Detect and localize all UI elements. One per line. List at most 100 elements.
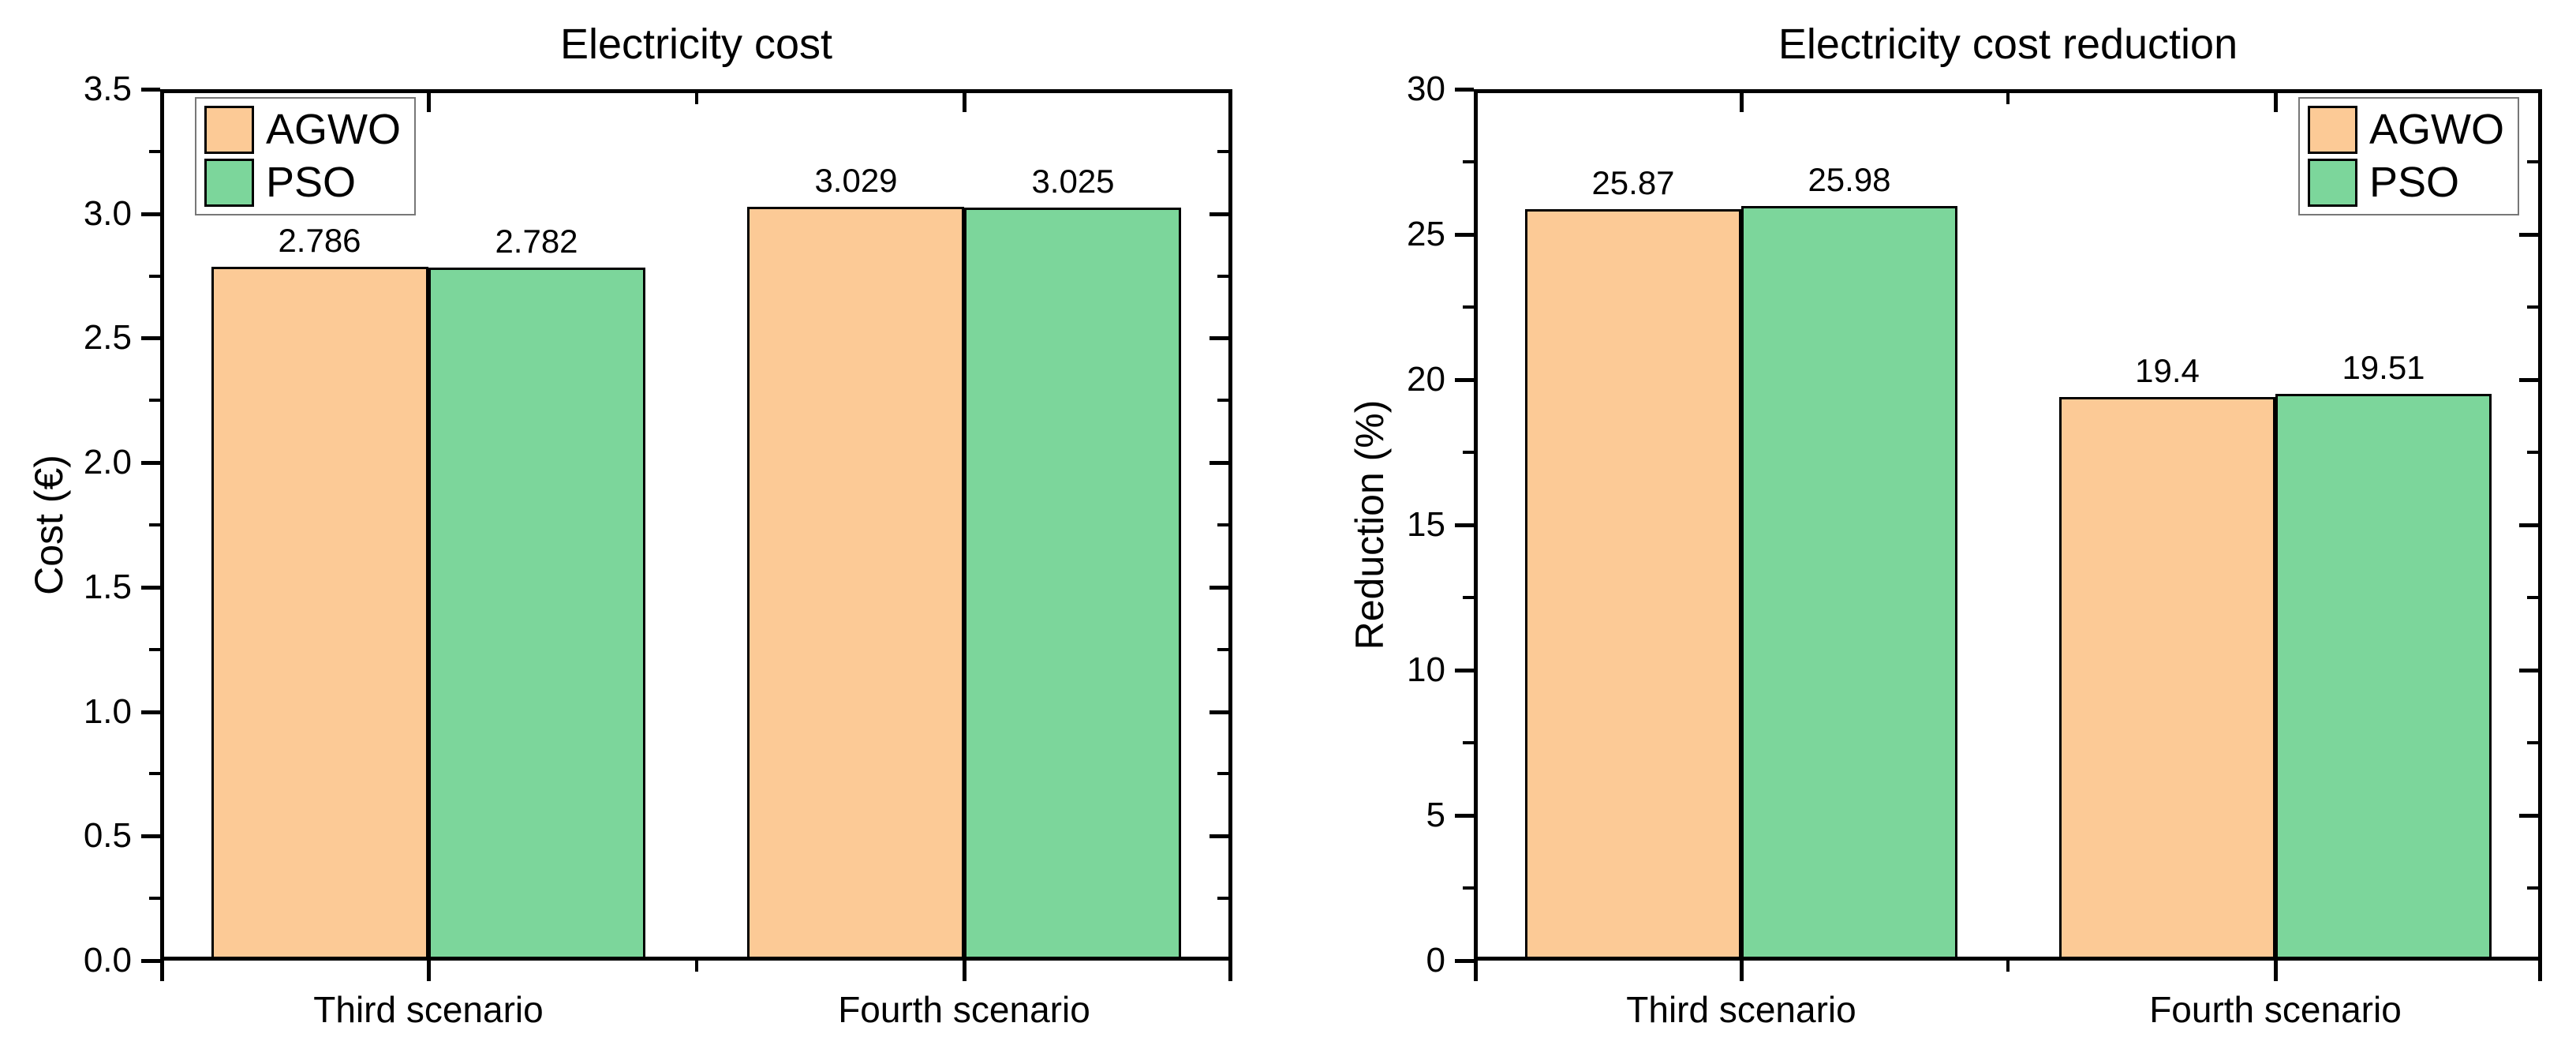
y-tick-minor-right xyxy=(1217,399,1228,402)
y-tick-major xyxy=(141,336,160,340)
y-tick-major-right xyxy=(2519,378,2538,382)
y-tick-minor-right xyxy=(2527,741,2538,744)
y-tick-minor-right xyxy=(1217,648,1228,651)
y-tick-label: 1.0 xyxy=(83,692,132,731)
legend: AGWO PSO xyxy=(195,97,416,215)
bar-value-label-agwo-fourth-scenario: 19.4 xyxy=(2135,352,2200,389)
y-tick-minor xyxy=(1463,886,1474,890)
y-tick-major-right xyxy=(1209,461,1228,465)
y-tick-minor-right xyxy=(1217,275,1228,278)
legend-label-agwo: AGWO xyxy=(266,106,401,153)
y-tick-minor xyxy=(149,150,160,153)
y-tick-minor-right xyxy=(2527,451,2538,454)
y-tick-label: 30 xyxy=(1407,69,1445,108)
bar-agwo-fourth-scenario xyxy=(2059,397,2275,961)
x-tick-major-top xyxy=(2274,93,2278,112)
y-tick-minor-right xyxy=(2527,305,2538,309)
legend-label-agwo: AGWO xyxy=(2369,106,2504,153)
y-tick-label: 25 xyxy=(1407,215,1445,253)
y-tick-label: 15 xyxy=(1407,505,1445,544)
y-tick-minor xyxy=(149,897,160,900)
y-tick-major xyxy=(141,461,160,465)
y-tick-major xyxy=(1455,233,1474,237)
x-category-label: Fourth scenario xyxy=(2149,989,2402,1030)
bar-value-label-pso-fourth-scenario: 19.51 xyxy=(2342,349,2425,386)
y-tick-minor xyxy=(1463,305,1474,309)
bar-agwo-third-scenario xyxy=(1525,209,1741,961)
y-tick-major-right xyxy=(1209,834,1228,838)
y-tick-major-right xyxy=(1209,586,1228,590)
y-tick-minor xyxy=(149,275,160,278)
chart-title: Electricity cost xyxy=(559,21,833,68)
y-tick-major xyxy=(1455,814,1474,818)
legend-swatch-pso-icon xyxy=(204,159,254,207)
y-tick-major-right xyxy=(2519,814,2538,818)
y-tick-major xyxy=(141,586,160,590)
y-tick-major-right xyxy=(1209,212,1228,216)
y-tick-major-right xyxy=(1209,710,1228,714)
y-tick-minor-right xyxy=(1217,772,1228,775)
x-tick-major-top xyxy=(1740,93,1744,112)
y-tick-label: 2.0 xyxy=(83,443,132,481)
y-tick-minor-right xyxy=(2527,596,2538,599)
y-tick-major xyxy=(1455,88,1474,92)
legend: AGWO PSO xyxy=(2298,97,2519,215)
x-tick-minor-top xyxy=(2006,93,2010,104)
bar-pso-fourth-scenario xyxy=(964,208,1181,961)
y-tick-major-right xyxy=(2519,233,2538,237)
x-tick-edge xyxy=(1474,961,1478,981)
legend-swatch-pso-icon xyxy=(2308,159,2357,207)
y-tick-major-right xyxy=(2519,523,2538,527)
y-tick-minor-right xyxy=(1217,897,1228,900)
y-tick-minor xyxy=(1463,451,1474,454)
y-tick-minor xyxy=(149,772,160,775)
bar-value-label-agwo-fourth-scenario: 3.029 xyxy=(814,162,898,199)
legend-label-pso: PSO xyxy=(2369,159,2460,206)
plot-area xyxy=(1474,89,2542,961)
y-tick-minor xyxy=(1463,741,1474,744)
chart-title: Electricity cost reduction xyxy=(1778,21,2238,68)
y-tick-label: 0.0 xyxy=(83,941,132,980)
bar-value-label-agwo-third-scenario: 2.786 xyxy=(278,222,361,259)
y-tick-major xyxy=(141,834,160,838)
y-tick-minor-right xyxy=(1217,150,1228,153)
bar-agwo-third-scenario xyxy=(211,267,428,961)
y-tick-minor-right xyxy=(2527,160,2538,163)
y-tick-minor-right xyxy=(2527,886,2538,890)
y-tick-label: 0 xyxy=(1426,941,1445,980)
y-tick-major-right xyxy=(1209,336,1228,340)
y-tick-major xyxy=(141,212,160,216)
x-category-label: Third scenario xyxy=(313,989,544,1030)
legend-swatch-agwo-icon xyxy=(2308,106,2357,154)
y-tick-minor-right xyxy=(1217,523,1228,526)
y-tick-minor xyxy=(149,399,160,402)
y-tick-minor xyxy=(1463,596,1474,599)
y-tick-label: 3.0 xyxy=(83,194,132,233)
y-tick-label: 0.5 xyxy=(83,816,132,855)
x-tick-edge xyxy=(1228,961,1232,981)
bar-pso-third-scenario xyxy=(428,268,645,961)
y-tick-label: 2.5 xyxy=(83,318,132,357)
x-category-label: Third scenario xyxy=(1626,989,1856,1030)
x-tick-major xyxy=(2274,961,2278,981)
y-tick-major xyxy=(141,88,160,92)
y-tick-minor xyxy=(149,648,160,651)
legend-swatch-agwo-icon xyxy=(204,106,254,154)
bar-pso-fourth-scenario xyxy=(2275,394,2492,961)
bar-pso-third-scenario xyxy=(1741,206,1957,961)
y-tick-minor xyxy=(1463,160,1474,163)
y-tick-major xyxy=(141,710,160,714)
y-tick-label: 3.5 xyxy=(83,69,132,108)
x-tick-minor xyxy=(695,961,698,972)
x-tick-major-top xyxy=(427,93,431,112)
y-tick-label: 5 xyxy=(1426,796,1445,834)
x-category-label: Fourth scenario xyxy=(838,989,1090,1030)
x-tick-major xyxy=(963,961,966,981)
bar-value-label-pso-third-scenario: 2.782 xyxy=(495,223,578,260)
x-tick-edge xyxy=(2538,961,2542,981)
bar-value-label-pso-third-scenario: 25.98 xyxy=(1808,161,1891,198)
bar-value-label-agwo-third-scenario: 25.87 xyxy=(1591,164,1675,201)
